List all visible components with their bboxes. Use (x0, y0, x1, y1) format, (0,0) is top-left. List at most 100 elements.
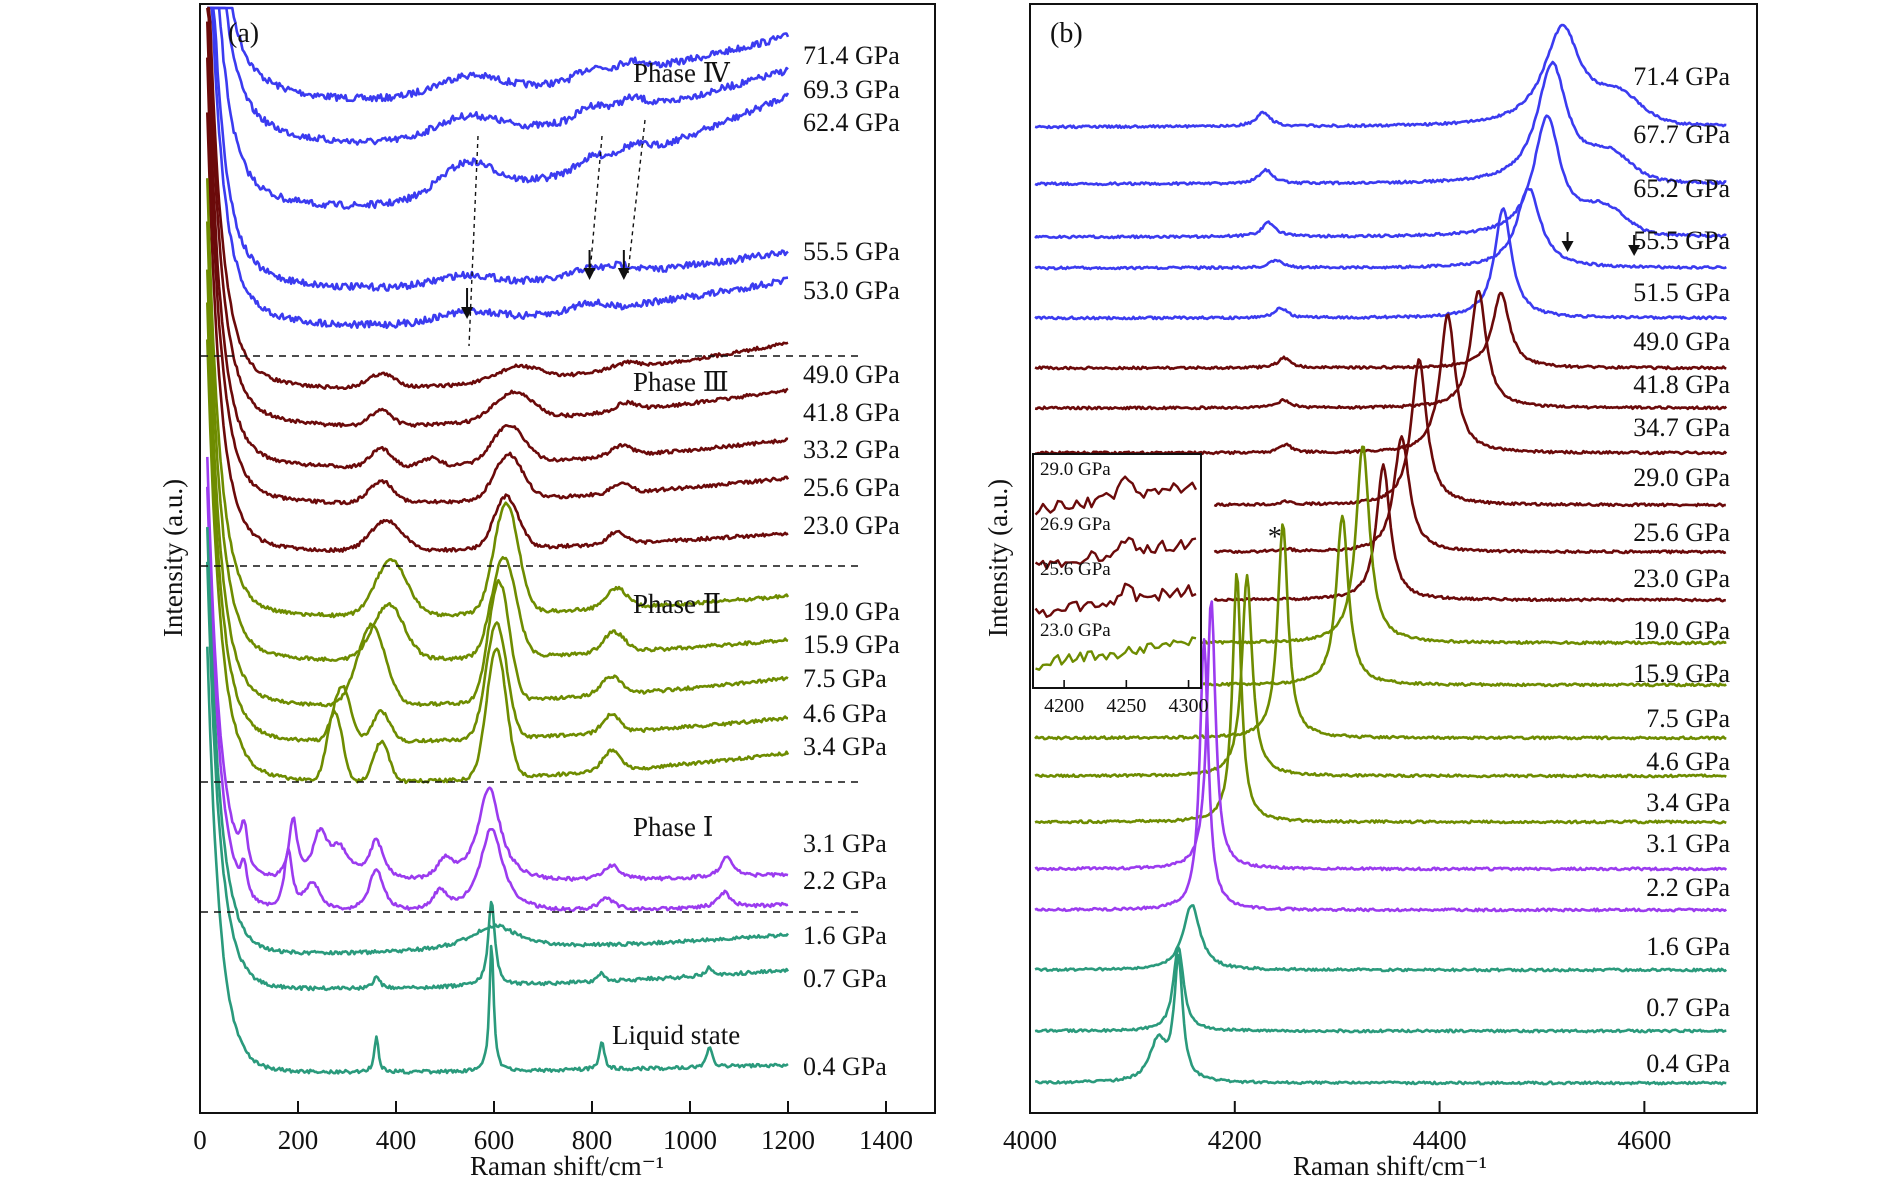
spectrum-line (1034, 23, 1727, 130)
panel-a-spectra: 71.4 GPa 69.3 GPa 62.4 GPa 55.5 GPa 53.0 GPa… (206, 6, 900, 1081)
panel-b-frame (1029, 3, 1758, 1114)
x-tick-label: 600 (474, 1125, 515, 1155)
arrow-head (583, 268, 596, 280)
inset-series-label: 23.0 GPa (1040, 620, 1111, 641)
inset-x-ticks: 4200 4250 4300 (1044, 680, 1209, 717)
series-label: 41.8 GPa (803, 398, 900, 427)
spectrum-line (1213, 358, 1726, 508)
panel-b-label: (b) (1050, 18, 1083, 49)
x-tick-label: 800 (572, 1125, 613, 1155)
series-label: 25.6 GPa (803, 473, 900, 502)
panel-a-y-axis-label: Intensity (a.u.) (158, 479, 188, 637)
series-label: 0.7 GPa (1646, 993, 1730, 1022)
series-label: 41.8 GPa (1633, 370, 1730, 399)
spectrum-line (206, 456, 789, 882)
inset-plot: 4200 4250 4300 29.0 GPa 26.9 GPa 25.6 GPa 23.… (1032, 453, 1209, 717)
series-label: 49.0 GPa (803, 360, 900, 389)
spectrum-line (1034, 572, 1727, 825)
panel-a-annotations: Phase Ⅳ Phase Ⅲ Phase Ⅱ Phase Ⅰ Liquid state (201, 58, 858, 1050)
panel-a: 0 200 400 600 800 1000 1200 1400 71.4 GPa 69.3 G… (158, 3, 936, 1181)
spectrum-line (1034, 523, 1727, 741)
inset-spectrum-line (1034, 582, 1197, 618)
inset-spectrum-line (1034, 536, 1197, 570)
series-label: 33.2 GPa (803, 435, 900, 464)
spectrum-line (1213, 435, 1727, 555)
spectrum-line (207, 6, 789, 292)
series-label: 7.5 GPa (803, 664, 887, 693)
phase-label: Phase Ⅰ (633, 812, 713, 842)
series-label: 49.0 GPa (1633, 327, 1730, 356)
x-tick-label: 1400 (859, 1125, 913, 1155)
guide-line (589, 135, 603, 274)
guide-line (468, 135, 479, 347)
series-label: 0.4 GPa (803, 1052, 887, 1081)
x-tick-label: 200 (278, 1125, 319, 1155)
series-label: 0.4 GPa (1646, 1049, 1730, 1078)
panel-b-x-ticks: 4000 4200 4400 4600 (1003, 1101, 1671, 1155)
series-label: 15.9 GPa (1633, 659, 1730, 688)
spectrum-line (206, 339, 790, 785)
spectrum-line (1034, 313, 1728, 456)
spectrum-line (206, 646, 789, 1075)
x-tick-label: 1000 (663, 1125, 717, 1155)
series-label: 7.5 GPa (1646, 704, 1730, 733)
phase-label: Phase Ⅱ (633, 589, 721, 619)
x-tick-label: 4600 (1617, 1125, 1671, 1155)
spectrum-line (1034, 207, 1728, 321)
series-label: 55.5 GPa (803, 237, 900, 266)
spectrum-line (1034, 291, 1727, 371)
series-label: 25.6 GPa (1633, 518, 1730, 547)
series-label: 3.1 GPa (803, 829, 887, 858)
series-label: 29.0 GPa (1633, 463, 1730, 492)
spectrum-line (1034, 904, 1728, 973)
series-label: 1.6 GPa (1646, 932, 1730, 961)
spectrum-line (206, 112, 789, 554)
spectrum-line (1034, 573, 1727, 779)
guide-line (627, 119, 646, 274)
inset-spectrum-line (1035, 636, 1197, 671)
x-tick-label: 4400 (1413, 1125, 1467, 1155)
series-label: 3.4 GPa (803, 732, 887, 761)
spectrum-line (206, 57, 790, 506)
inset-spectrum-line (1034, 475, 1198, 516)
spectrum-line (1034, 289, 1728, 411)
series-label: 62.4 GPa (803, 108, 900, 137)
series-label: 71.4 GPa (803, 41, 900, 70)
series-label: 34.7 GPa (1633, 413, 1730, 442)
spectrum-line (1034, 60, 1727, 187)
series-label: 65.2 GPa (1633, 174, 1730, 203)
series-label: 51.5 GPa (1633, 278, 1730, 307)
series-label: 23.0 GPa (1633, 564, 1730, 593)
inset-series-label: 26.9 GPa (1040, 514, 1111, 535)
phase-label: Liquid state (612, 1020, 740, 1050)
spectrum-line (207, 6, 790, 103)
panel-b: 4000 4200 4400 4600 71.4 GPa 67.7 GPa 65.2 GP… (983, 3, 1758, 1181)
spectrum-line (206, 7, 789, 428)
panel-b-y-axis-label: Intensity (a.u.) (983, 479, 1013, 637)
panel-a-x-ticks: 0 200 400 600 800 1000 1200 1400 (193, 1101, 913, 1155)
spectrum-line (206, 221, 789, 663)
series-label: 67.7 GPa (1633, 120, 1730, 149)
x-tick-label: 1200 (761, 1125, 815, 1155)
inset-x-tick-label: 4250 (1106, 695, 1146, 717)
spectrum-line (206, 486, 789, 913)
series-label: 3.1 GPa (1646, 829, 1730, 858)
panel-b-x-axis-label: Raman shift/cm⁻¹ (1293, 1151, 1487, 1181)
spectrum-line (1034, 114, 1727, 240)
series-label: 4.6 GPa (1646, 747, 1730, 776)
spectrum-line (206, 21, 789, 470)
series-label: 1.6 GPa (803, 921, 887, 950)
series-label: 2.2 GPa (1646, 873, 1730, 902)
panel-a-x-axis-label: Raman shift/cm⁻¹ (470, 1151, 664, 1181)
spectrum-line (1034, 187, 1727, 271)
series-label: 71.4 GPa (1633, 62, 1730, 91)
spectrum-line (207, 6, 789, 330)
asterisk-annotation: * (1268, 522, 1282, 553)
series-label: 23.0 GPa (803, 511, 900, 540)
x-tick-label: 400 (376, 1125, 417, 1155)
inset-spectra: 29.0 GPa 26.9 GPa 25.6 GPa 23.0 GPa (1034, 459, 1198, 671)
spectrum-line (206, 178, 790, 619)
series-label: 4.6 GPa (803, 699, 887, 728)
spectrum-line (206, 302, 789, 744)
inset-series-label: 29.0 GPa (1040, 459, 1111, 480)
